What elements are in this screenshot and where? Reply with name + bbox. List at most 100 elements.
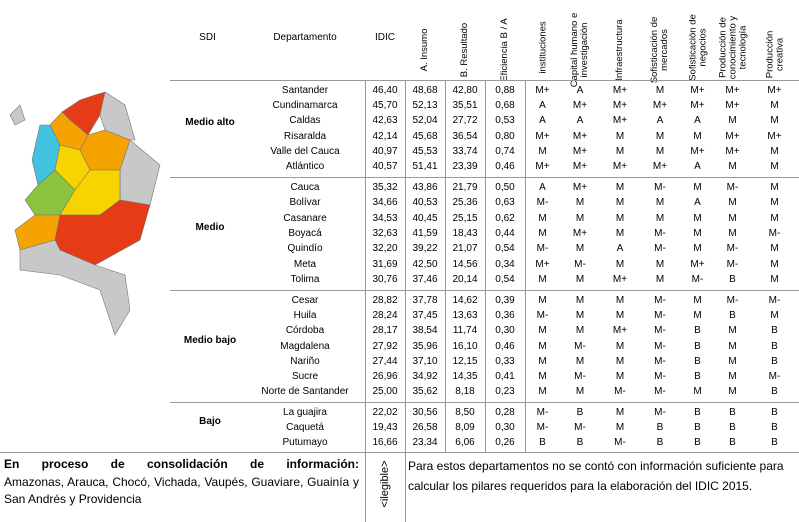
column-header: B. Resultado [459,22,470,78]
department: Cundinamarca [272,100,338,111]
cell: 8,18 [455,386,475,398]
cell: 45,68 [412,130,438,142]
cell: A [576,84,584,96]
illegible-mark: <ilegible> [379,460,391,508]
cell: M [728,340,737,352]
cell: M- [574,421,586,433]
cell: B [694,325,701,337]
cell: M [615,146,625,157]
sdi-label: Medio [195,222,225,233]
cell: 16,10 [452,340,478,352]
map [9,91,161,336]
cell: 40,57 [372,161,398,173]
cell: M [538,355,547,367]
cell: 20,14 [452,274,478,286]
cell: 0,68 [495,100,515,111]
cell: B [729,309,736,321]
rule-line [405,80,406,452]
cell: M [538,325,547,337]
sdi-label: Medio bajo [183,334,237,346]
cell: M- [574,371,586,383]
cell: 23,34 [412,436,438,448]
cell: 0,30 [495,325,515,337]
cell: M- [726,258,739,270]
sdi-label: Bajo [199,415,221,427]
rule-line [170,402,799,403]
cell: 32,20 [372,243,398,255]
cell: M- [574,258,586,270]
cell: 48,68 [412,84,438,96]
cell: M [770,197,779,209]
cell: M+ [767,84,782,96]
cell: B [729,436,736,448]
cell: 14,35 [452,371,478,383]
cell: M- [654,406,666,418]
cell: M- [654,355,666,367]
cell: M [575,274,585,286]
column-header: Sofisticación de mercados [649,16,670,84]
cell: 19,43 [372,421,398,433]
cell: 11,74 [452,325,478,337]
cell: M- [768,228,781,239]
department: Caldas [289,115,321,127]
cell: 0,74 [495,146,515,157]
cell: M- [574,340,586,352]
cell: 42,63 [372,115,398,127]
cell: M [655,197,665,209]
cell: 35,62 [412,386,438,398]
cell: 45,70 [372,100,398,111]
department: Santander [281,84,329,96]
cell: B [576,406,584,418]
cell: M+ [690,84,705,96]
cell: M+ [535,258,550,270]
cell: 28,82 [372,294,398,306]
department: Cauca [290,181,320,193]
cell: 39,22 [412,243,438,255]
cell: M [770,181,779,193]
cell: 0,54 [495,274,515,286]
cell: M [693,243,702,255]
rule-line [0,452,799,453]
cell: 42,80 [452,84,478,96]
cell: 12,15 [452,355,478,367]
cell: M- [536,421,549,433]
rule-line [365,452,366,522]
cell: M [575,325,585,337]
department: Cesar [291,294,319,306]
cell: 27,44 [372,355,398,367]
cell: 34,92 [412,371,438,383]
cell: M [655,130,665,142]
cell: M [615,406,625,418]
cell: 25,00 [372,386,398,398]
cell: M+ [652,100,668,111]
cell: B [729,406,736,418]
cell: 46,40 [372,84,398,96]
cell: M- [614,386,626,398]
rule-line [365,80,366,452]
cell: 35,51 [452,100,478,111]
cell: M [615,258,625,270]
cell: M [693,181,702,193]
cell: M [770,212,779,224]
cell: 52,04 [412,115,438,127]
department: Magdalena [280,340,330,352]
note-text: Amazonas, Arauca, Chocó, Vichada, Vaupés… [4,475,359,506]
department: Risaralda [283,130,327,142]
cell: 35,96 [412,340,438,352]
cell: M [693,212,702,224]
rule-line [170,290,799,291]
department: Valle del Cauca [270,146,340,157]
cell: M [538,274,547,286]
department: Putumayo [282,436,328,448]
cell: 38,54 [412,325,438,337]
column-header: Producción creativa [763,30,785,79]
cell: M+ [690,146,705,157]
cell: 21,79 [452,181,478,193]
cell: A [656,115,664,127]
cell: M [538,228,547,239]
note-title: En proceso de consolidación de informaci… [4,457,359,471]
department: Meta [293,258,317,270]
cell: 0,80 [495,130,515,142]
cell: M+ [652,161,668,173]
